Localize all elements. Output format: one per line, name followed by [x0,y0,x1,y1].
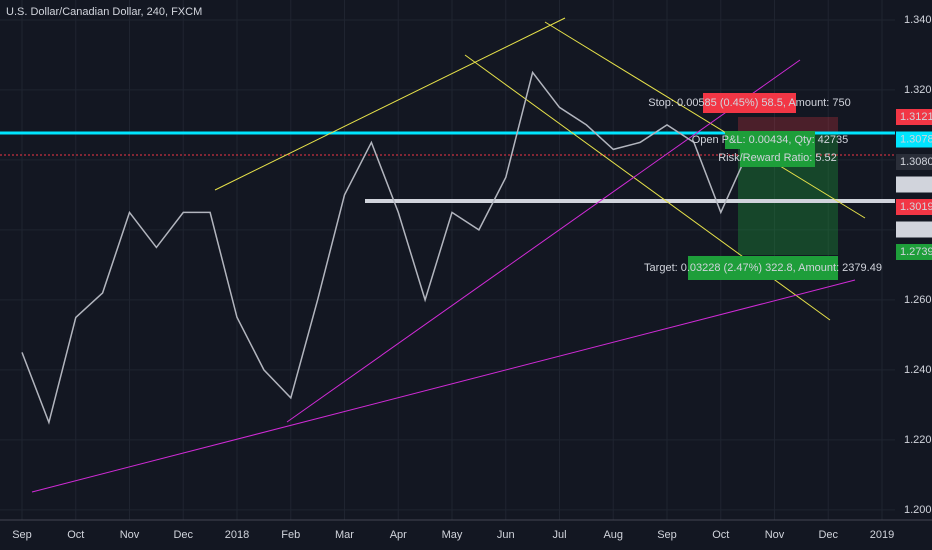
x-tick-label: 2018 [225,529,249,541]
price-label-box [896,176,932,193]
annotation: Target: 0.03228 (2.47%) 322.8, Amount: 2… [644,262,882,274]
price-label: 1.30807 [900,156,932,168]
plot [21,70,749,425]
price-label-box [896,131,932,148]
x-tick-label: May [442,529,463,541]
price-label: 1.28890 [900,223,932,235]
annotation: Stop: 0.00585 (0.45%) 58.5, Amount: 750 [648,97,850,109]
trendline [286,59,801,423]
price-label-box [896,221,932,238]
x-tick-label: Nov [765,529,785,541]
price-label-box [896,154,932,170]
x-tick-label: Nov [120,529,140,541]
x-tick-label: Jun [497,529,515,541]
x-tick-label: Sep [657,529,677,541]
price-label: 1.30787 [900,133,932,145]
annotation-box [688,256,838,280]
annotation-box [725,131,815,149]
y-tick-label: 1.34000 [904,14,932,26]
x-tick-label: Apr [390,529,407,541]
x-tick-label: 2019 [870,529,894,541]
price-label: 1.27397 [900,246,932,258]
stop-zone [738,117,838,133]
annotation-box [740,149,815,167]
annotation-box [703,93,796,113]
x-tick-label: Jul [552,529,566,541]
y-tick-label: 1.22000 [904,434,932,446]
x-tick-label: Oct [67,529,84,541]
trendline [214,17,566,191]
annotation: Open P&L: 0.00434, Qty: 42735 [692,134,849,146]
x-tick-label: Aug [603,529,623,541]
y-tick-label: 1.32000 [904,84,932,96]
price-label-box [896,199,932,215]
x-tick-label: Dec [818,529,838,541]
x-tick-label: Mar [335,529,354,541]
price-label-box [896,109,932,125]
annotation: Risk/Reward Ratio: 5.52 [718,152,837,164]
price-label: 1.31210 [900,111,932,123]
chart-title: U.S. Dollar/Canadian Dollar, 240, FXCM [6,6,202,18]
x-tick-label: Oct [712,529,729,541]
x-tick-label: Dec [173,529,193,541]
y-tick-label: 1.20000 [904,504,932,516]
y-tick-label: 1.24000 [904,364,932,376]
price-label: 1.30625 [900,178,932,190]
x-tick-label: Feb [281,529,300,541]
trendline [31,279,856,493]
price-line [21,70,749,425]
y-tick-label: 1.26000 [904,294,932,306]
x-tick-label: Sep [12,529,32,541]
trendline [544,21,866,219]
price-label-box [896,244,932,260]
